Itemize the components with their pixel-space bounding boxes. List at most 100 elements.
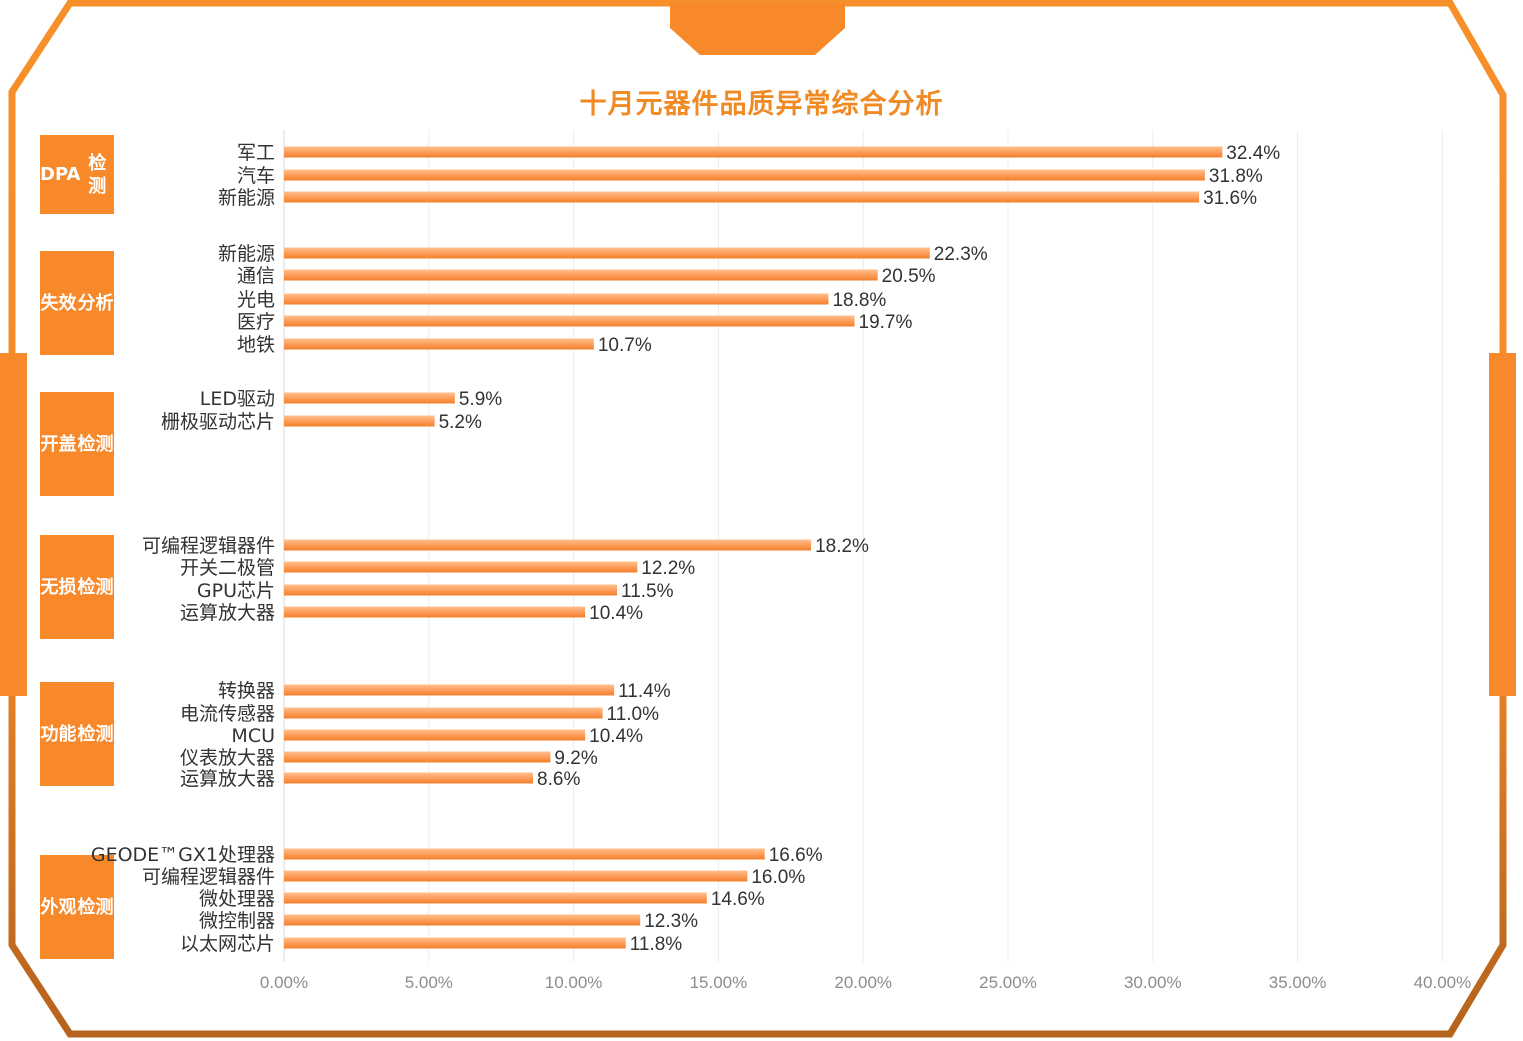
x-axis-ticks: 0.00% 5.00% 10.00% 15.00% 20.00% 25.00% 30.00%…: [260, 973, 1471, 992]
bar-value-label: 9.2%: [554, 748, 597, 769]
bar: [284, 914, 641, 926]
bar-value-label: 31.6%: [1203, 188, 1257, 209]
category-label: 分析: [77, 292, 114, 314]
category-label: 功能: [40, 723, 77, 745]
x-tick-label: 40.00%: [1414, 973, 1472, 992]
chart-title: 十月元器件品质异常综合分析: [579, 89, 944, 120]
category-box-function: 功能 检测: [40, 682, 114, 786]
bar-category-label: 以太网芯片: [180, 933, 275, 955]
bar-category-label: 微控制器: [199, 910, 275, 932]
bar-category-label: 汽车: [237, 165, 275, 187]
category-box-failure: 失效 分析: [40, 251, 114, 355]
bar-value-label: 5.2%: [439, 412, 482, 433]
bar-category-label: MCU: [231, 725, 275, 747]
bar: [284, 315, 855, 327]
bar: [284, 937, 626, 949]
bar: [284, 707, 603, 719]
bar-category-label: 仪表放大器: [180, 747, 275, 769]
bar-value-label: 12.2%: [641, 558, 695, 579]
bar: [284, 415, 435, 427]
x-tick-label: 10.00%: [545, 973, 603, 992]
bar-value-label: 18.2%: [815, 536, 869, 557]
bar: [284, 338, 594, 350]
bar-value-label: 11.0%: [607, 704, 660, 725]
bar: [284, 751, 551, 763]
bar-category-label: GPU芯片: [197, 580, 275, 602]
bar-category-label: 医疗: [237, 311, 275, 333]
bar: [284, 848, 765, 860]
bars: [284, 146, 1223, 949]
bar-value-label: 10.4%: [589, 726, 643, 747]
frame-left-tab: [0, 353, 27, 696]
bar-category-label: 运算放大器: [180, 602, 275, 624]
bar-category-label: 运算放大器: [180, 768, 275, 790]
bar-value-label: 12.3%: [644, 911, 698, 932]
bar: [284, 606, 586, 618]
bar-value-label: 10.7%: [598, 335, 652, 356]
bar: [284, 772, 534, 784]
category-label: DPA: [40, 164, 81, 185]
bar-value-label: 19.7%: [859, 312, 913, 333]
bar-value-label: 10.4%: [589, 603, 643, 624]
bar-value-label: 8.6%: [537, 769, 580, 790]
bar-value-label: 32.4%: [1226, 143, 1280, 164]
bar-category-label: 可编程逻辑器件: [142, 866, 275, 888]
bar: [284, 584, 618, 596]
bar: [284, 392, 455, 404]
bar-value-label: 18.8%: [832, 290, 886, 311]
bar-category-label: 转换器: [218, 680, 275, 702]
category-box-dpa: DPA 检测: [40, 135, 114, 214]
category-label: 检测: [77, 896, 114, 918]
bar-category-label: 电流传感器: [180, 703, 275, 725]
frame-top-tab: [670, 3, 845, 55]
category-label: 无损: [40, 576, 77, 598]
bar: [284, 269, 878, 281]
x-tick-label: 25.00%: [979, 973, 1037, 992]
category-label: 开盖: [40, 433, 77, 455]
bar-value-label: 14.6%: [711, 889, 765, 910]
x-tick-label: 35.00%: [1269, 973, 1327, 992]
bar-value-label: 22.3%: [934, 244, 988, 265]
bar-category-label: 地铁: [237, 334, 275, 356]
bar-value-label: 31.8%: [1209, 166, 1263, 187]
bar-value-label: 20.5%: [882, 266, 936, 287]
category-label: 外观: [40, 896, 77, 918]
x-tick-label: 0.00%: [260, 973, 308, 992]
bar-value-label: 11.4%: [618, 681, 671, 702]
category-box-nondestructive: 无损 检测: [40, 535, 114, 639]
bar: [284, 729, 586, 741]
bar: [284, 169, 1205, 181]
bar: [284, 247, 930, 259]
category-label: 检测: [77, 723, 114, 745]
category-label: 检测: [77, 433, 114, 455]
bar-category-label: LED驱动: [200, 388, 275, 410]
bar-category-label: 光电: [237, 289, 275, 311]
bar-value-label: 11.8%: [630, 934, 683, 955]
bar-category-label: 可编程逻辑器件: [142, 535, 275, 557]
bar: [284, 870, 748, 882]
bar-value-label: 16.6%: [769, 845, 823, 866]
x-tick-label: 30.00%: [1124, 973, 1182, 992]
category-label: 检测: [77, 576, 114, 598]
labels: 军工 32.4% 汽车 31.8% 新能源 31.6% 新能源 22.3% 通信 20.5% 光电 1…: [91, 142, 1280, 955]
x-tick-label: 20.00%: [834, 973, 892, 992]
bar-value-label: 5.9%: [459, 389, 502, 410]
frame-right-tab: [1489, 353, 1516, 696]
bar: [284, 293, 829, 305]
bar-category-label: 开关二极管: [180, 557, 275, 579]
bar: [284, 146, 1223, 158]
x-tick-label: 15.00%: [690, 973, 748, 992]
x-tick-label: 5.00%: [405, 973, 453, 992]
bar-category-label: GEODE™GX1处理器: [91, 844, 275, 866]
category-label: 检测: [88, 152, 107, 197]
category-label: 失效: [40, 292, 77, 314]
bar: [284, 892, 707, 904]
bar-category-label: 通信: [237, 265, 275, 287]
bar-category-label: 栅极驱动芯片: [161, 411, 275, 433]
bar-category-label: 新能源: [218, 243, 275, 265]
bar: [284, 191, 1200, 203]
bar: [284, 684, 615, 696]
category-box-decap: 开盖 检测: [40, 392, 114, 496]
